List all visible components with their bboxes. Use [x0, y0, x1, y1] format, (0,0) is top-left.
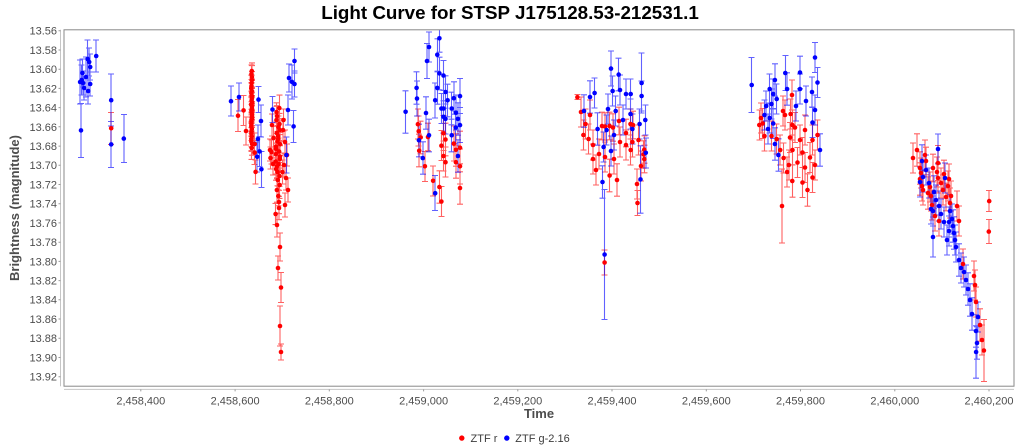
svg-text:2,460,200: 2,460,200 — [965, 396, 1014, 408]
svg-text:13.56: 13.56 — [29, 26, 57, 38]
svg-text:13.82: 13.82 — [29, 276, 57, 288]
svg-text:2,459,000: 2,459,000 — [399, 396, 448, 408]
svg-text:2,458,800: 2,458,800 — [305, 396, 354, 408]
svg-text:13.66: 13.66 — [29, 122, 57, 134]
svg-text:13.60: 13.60 — [29, 64, 57, 76]
svg-text:13.90: 13.90 — [29, 352, 57, 364]
svg-text:2,459,800: 2,459,800 — [776, 396, 825, 408]
svg-text:13.74: 13.74 — [29, 199, 57, 211]
svg-text:13.58: 13.58 — [29, 45, 57, 57]
svg-text:2,459,400: 2,459,400 — [588, 396, 637, 408]
svg-text:13.62: 13.62 — [29, 83, 57, 95]
svg-text:13.68: 13.68 — [29, 141, 57, 153]
svg-text:13.78: 13.78 — [29, 237, 57, 249]
svg-text:2,460,000: 2,460,000 — [870, 396, 919, 408]
svg-text:2,458,600: 2,458,600 — [211, 396, 260, 408]
svg-text:ZTF g-2.16: ZTF g-2.16 — [515, 433, 569, 445]
svg-text:2,459,600: 2,459,600 — [682, 396, 731, 408]
svg-text:13.92: 13.92 — [29, 372, 57, 384]
svg-text:2,458,400: 2,458,400 — [116, 396, 165, 408]
svg-text:13.72: 13.72 — [29, 179, 57, 191]
svg-text:ZTF r: ZTF r — [471, 433, 498, 445]
svg-text:13.88: 13.88 — [29, 333, 57, 345]
svg-text:Brightness (magnitude): Brightness (magnitude) — [7, 135, 22, 281]
svg-text:Time: Time — [524, 406, 554, 421]
svg-text:13.76: 13.76 — [29, 218, 57, 230]
svg-text:13.84: 13.84 — [29, 295, 57, 307]
svg-text:13.86: 13.86 — [29, 314, 57, 326]
svg-text:13.70: 13.70 — [29, 160, 57, 172]
svg-text:13.64: 13.64 — [29, 103, 57, 115]
svg-text:13.80: 13.80 — [29, 256, 57, 268]
svg-text:2,459,200: 2,459,200 — [493, 396, 542, 408]
svg-text:Light Curve for STSP J175128.5: Light Curve for STSP J175128.53-212531.1 — [321, 2, 699, 23]
